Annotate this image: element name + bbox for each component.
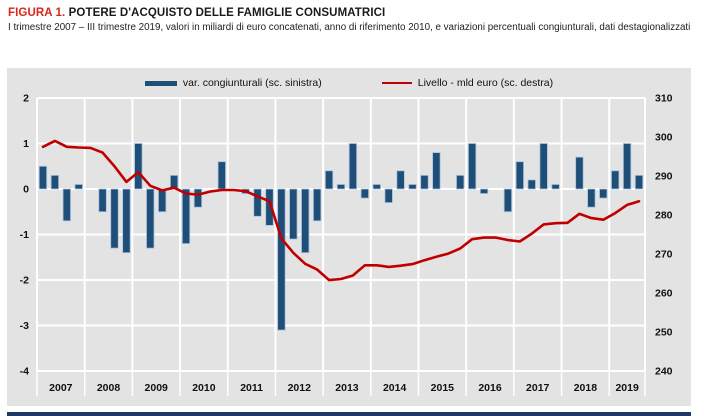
svg-text:2009: 2009 (145, 382, 169, 394)
svg-text:300: 300 (655, 132, 673, 144)
svg-text:2008: 2008 (97, 382, 121, 394)
svg-text:-3: -3 (20, 320, 29, 332)
svg-text:2013: 2013 (335, 382, 359, 394)
svg-text:0: 0 (23, 184, 29, 196)
figure-subtitle: I trimestre 2007 – III trimestre 2019, v… (8, 22, 691, 33)
combo-chart-svg: 2 1 0 -1 -2 -3 -4 310 300 290 280 270 260 250 240 2007 2… (20, 93, 673, 396)
svg-text:2010: 2010 (192, 382, 216, 394)
svg-text:-4: -4 (20, 366, 29, 378)
svg-text:260: 260 (655, 288, 673, 300)
bar-series-swatch (144, 80, 177, 86)
chart-area: var. congiunturali (sc. sinistra) Livell… (7, 68, 691, 406)
svg-text:2019: 2019 (615, 382, 639, 394)
svg-text:2011: 2011 (240, 382, 263, 394)
svg-text:-2: -2 (20, 275, 29, 287)
svg-text:-1: -1 (20, 229, 29, 241)
figure-title-text: POTERE D'ACQUISTO DELLE FAMIGLIE CONSUMA… (68, 7, 386, 19)
svg-text:2015: 2015 (431, 382, 455, 394)
svg-text:280: 280 (655, 210, 673, 222)
svg-text:270: 270 (655, 249, 673, 261)
figure-number-label: FIGURA 1. (8, 7, 66, 19)
svg-text:2016: 2016 (478, 382, 502, 394)
footer-band (7, 412, 691, 416)
legend-bars-label: var. congiunturali (sc. sinistra) (182, 77, 322, 89)
svg-text:2007: 2007 (49, 382, 73, 394)
legend-line-label: Livello - mld euro (sc. destra) (417, 77, 554, 89)
figure-title: FIGURA 1. POTERE D'ACQUISTO DELLE FAMIGL… (8, 7, 698, 19)
chart-legend: var. congiunturali (sc. sinistra) Livell… (7, 77, 691, 89)
legend-item-line: Livello - mld euro (sc. destra) (381, 77, 554, 89)
figure-header: FIGURA 1. POTERE D'ACQUISTO DELLE FAMIGL… (8, 7, 698, 35)
svg-text:2014: 2014 (383, 382, 407, 394)
svg-text:1: 1 (23, 138, 29, 150)
svg-text:310: 310 (655, 93, 673, 105)
line-series-swatch (381, 81, 412, 85)
svg-text:2012: 2012 (288, 382, 312, 394)
svg-text:240: 240 (655, 366, 673, 378)
legend-item-bars: var. congiunturali (sc. sinistra) (144, 77, 322, 89)
svg-text:250: 250 (655, 327, 673, 339)
svg-text:2017: 2017 (526, 382, 550, 394)
svg-text:2018: 2018 (574, 382, 598, 394)
svg-text:2: 2 (23, 93, 29, 105)
svg-text:290: 290 (655, 171, 673, 183)
